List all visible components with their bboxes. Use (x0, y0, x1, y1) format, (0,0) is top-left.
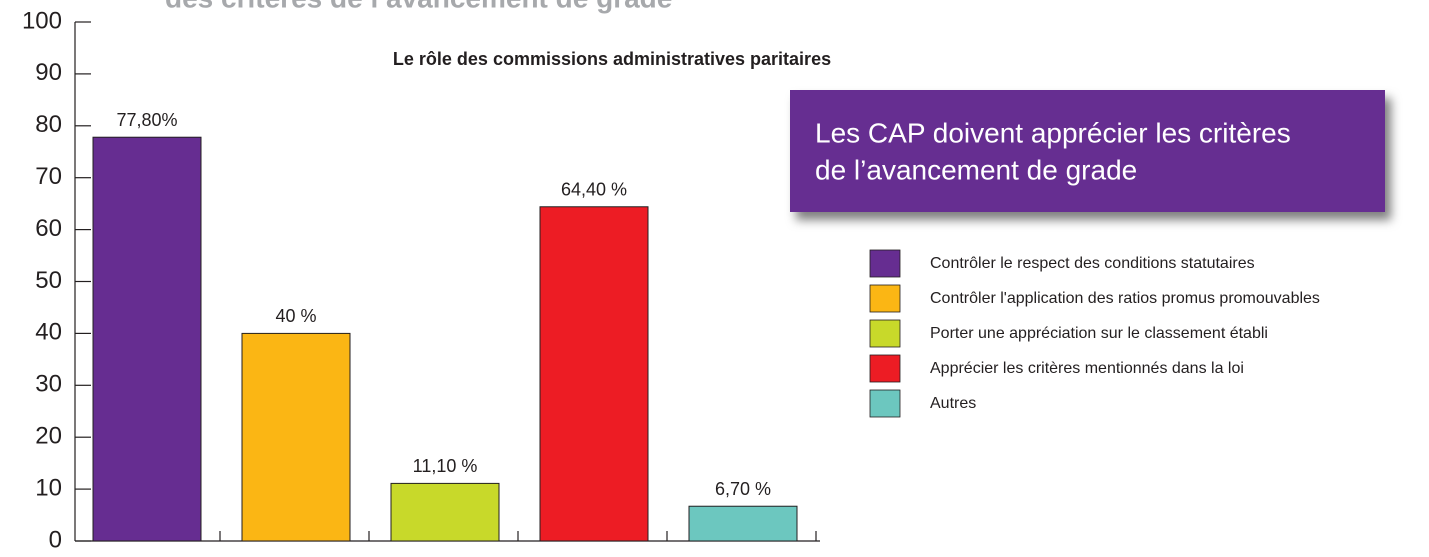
y-tick-label: 80 (35, 111, 62, 138)
legend-label: Contrôler l'application des ratios promu… (930, 290, 1320, 307)
y-tick-label: 0 (49, 526, 62, 552)
legend-swatch (869, 389, 901, 418)
legend-label: Autres (930, 395, 976, 412)
header: des critères de l’avancement de grade (165, 0, 672, 13)
y-tick-label: 40 (35, 319, 62, 346)
y-tick-label: 100 (22, 7, 62, 34)
legend-swatch (869, 319, 901, 348)
callout-line: de l’avancement de grade (815, 154, 1137, 185)
y-tick-label: 90 (35, 59, 62, 86)
bar (241, 332, 351, 542)
legend-swatch (869, 249, 901, 278)
value-label: 11,10 % (413, 456, 478, 476)
y-tick-label: 30 (35, 371, 62, 398)
bar (390, 482, 500, 542)
y-tick-label: 50 (35, 267, 62, 294)
legend-label: Contrôler le respect des conditions stat… (930, 255, 1255, 272)
legend-label: Porter une appréciation sur le classemen… (930, 325, 1268, 342)
value-label: 6,70 % (715, 479, 771, 499)
bar (539, 206, 649, 542)
y-tick-label: 20 (35, 423, 62, 450)
value-label: 64,40 % (561, 180, 627, 200)
value-label: 40 % (275, 306, 316, 326)
value-label: 77,80% (116, 110, 177, 130)
legend-label: Apprécier les critères mentionnés dans l… (930, 360, 1244, 377)
y-tick-label: 10 (35, 474, 62, 501)
legend-swatch (869, 354, 901, 383)
legend-swatch (869, 284, 901, 313)
callout-line: Les CAP doivent apprécier les critères (815, 117, 1291, 148)
y-tick-label: 60 (35, 215, 62, 242)
bar (688, 505, 798, 542)
bar (92, 136, 202, 542)
callout-box (790, 90, 1385, 212)
chart-title: Le rôle des commissions administratives … (393, 49, 831, 69)
y-tick-label: 70 (35, 163, 62, 190)
